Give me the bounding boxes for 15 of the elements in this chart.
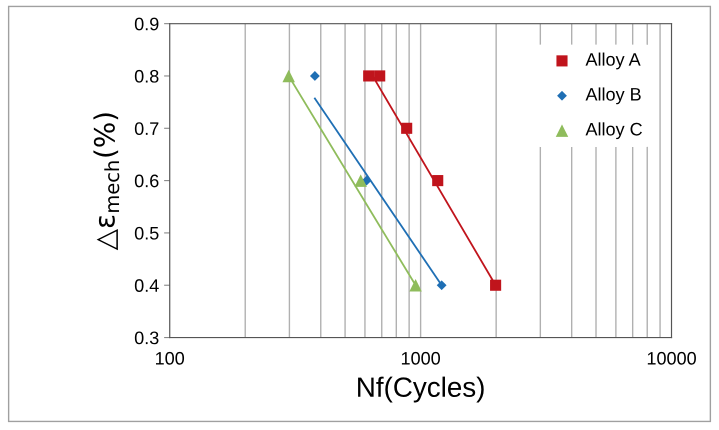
y-tick-label: 0.3 bbox=[134, 331, 158, 344]
x-tick-label: 10000 bbox=[648, 352, 696, 365]
x-tick-label: 100 bbox=[156, 352, 184, 365]
y-tick-label: 0.5 bbox=[134, 226, 159, 240]
x-axis-title: Nf(Cycles) bbox=[358, 376, 484, 402]
legend-label: Alloy A bbox=[586, 52, 641, 70]
legend-label: Alloy B bbox=[586, 87, 641, 104]
y-tick-label: 0.4 bbox=[134, 279, 159, 292]
y-tick-label: 0.9 bbox=[134, 18, 158, 30]
y-tick-label: 0.8 bbox=[134, 70, 158, 83]
y-axis-title: △ε$_{mech}$(%) bbox=[93, 113, 120, 250]
y-tick-label: 0.7 bbox=[134, 122, 158, 136]
legend-label: Alloy C bbox=[586, 122, 642, 140]
y-tick-label: 0.6 bbox=[134, 174, 158, 188]
x-tick-label: 1000 bbox=[402, 352, 440, 365]
